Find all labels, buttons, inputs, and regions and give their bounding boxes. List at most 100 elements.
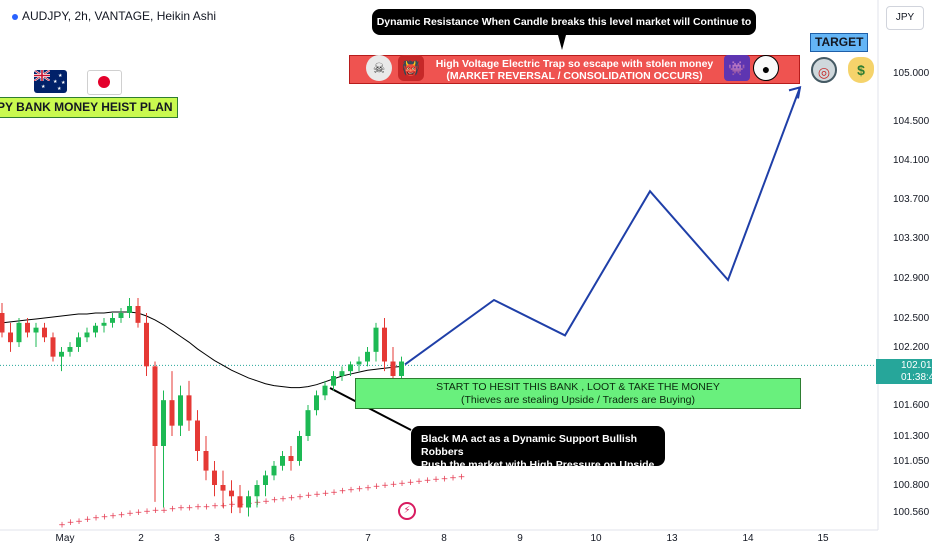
candle-body <box>16 322 22 343</box>
candle-countdown: 01:38:44 <box>901 372 932 383</box>
candle-body <box>50 337 56 357</box>
skull-icon: ☠ <box>366 55 392 81</box>
candle-body <box>288 456 294 461</box>
red-ma-marker: + <box>424 476 432 486</box>
y-tick-label: 101.600 <box>893 400 930 411</box>
y-tick-label: 102.900 <box>893 273 930 284</box>
candle-body <box>152 366 158 446</box>
y-tick-label: 101.300 <box>893 431 930 442</box>
candle-body <box>84 332 90 338</box>
red-ma-marker: + <box>75 517 83 527</box>
y-tick-label: 102.200 <box>893 342 930 353</box>
alien-icon: 👾 <box>724 55 750 81</box>
red-ma-marker: + <box>441 474 449 484</box>
red-ma-marker: + <box>296 492 304 502</box>
red-ma-marker: + <box>177 504 185 514</box>
plan-label: PY BANK MONEY HEIST PLAN <box>0 97 178 118</box>
red-ma-marker: + <box>364 483 372 493</box>
candle-body <box>169 400 175 426</box>
candle-body <box>118 313 124 318</box>
red-ma-marker: + <box>186 504 194 514</box>
start-line-2: (Thieves are stealing Upside / Traders a… <box>460 393 696 406</box>
candle-body <box>186 395 192 421</box>
x-tick-label: 7 <box>365 533 371 544</box>
candle-body <box>373 327 379 352</box>
candle-body <box>0 313 5 333</box>
candle-body <box>42 327 47 338</box>
money-bag-icon: $ <box>848 57 874 83</box>
symbol-header[interactable]: AUDJPY, 2h, VANTAGE, Heikin Ashi <box>12 9 216 23</box>
red-ma-marker: + <box>58 520 66 530</box>
red-ma-marker: + <box>458 472 466 482</box>
red-ma-marker: + <box>271 496 279 506</box>
red-ma-marker: + <box>152 506 160 516</box>
candle-body <box>322 385 328 396</box>
candle-body <box>33 327 39 333</box>
panda-icon: ● <box>753 55 779 81</box>
candle-body <box>399 361 404 376</box>
red-ma-marker: + <box>449 473 457 483</box>
candle-body <box>76 337 81 347</box>
red-ma-marker: + <box>381 481 389 491</box>
y-tick-label: 104.500 <box>893 116 930 127</box>
flash-icon[interactable]: ⚡ <box>398 502 416 520</box>
candle-body <box>280 456 285 466</box>
projection-arrowhead <box>788 86 802 99</box>
x-tick-label: 8 <box>441 533 447 544</box>
australia-flag-icon: ★ ★ ★ ★ ★ <box>34 70 67 93</box>
currency-tag[interactable]: JPY <box>886 6 924 30</box>
red-ma-marker: + <box>92 514 100 524</box>
current-price-value: 102.010 <box>901 360 932 371</box>
red-ma-marker: + <box>432 475 440 485</box>
candle-body <box>314 395 319 411</box>
red-ma-marker: + <box>415 477 423 487</box>
red-ma-marker: + <box>203 502 211 512</box>
candle-body <box>212 470 217 485</box>
candle-body <box>161 400 166 446</box>
red-ma-marker: + <box>109 511 117 521</box>
y-tick-label: 102.500 <box>893 313 930 324</box>
candle-body <box>144 322 149 367</box>
x-tick-label: 10 <box>590 533 602 544</box>
red-ma-marker: + <box>347 486 355 496</box>
candle-body <box>271 465 277 476</box>
dynamic-resistance-callout: Dynamic Resistance When Candle breaks th… <box>372 9 756 54</box>
candle-body <box>305 410 311 436</box>
red-ma-marker: + <box>169 505 177 515</box>
red-ma-marker: + <box>279 495 287 505</box>
candle-body <box>356 361 362 365</box>
callout-pointer-line <box>329 387 412 431</box>
candle-body <box>127 306 132 313</box>
x-tick-label: 13 <box>666 533 678 544</box>
y-tick-label: 100.800 <box>893 480 930 491</box>
red-ma-marker: + <box>356 484 364 494</box>
x-tick-label: 15 <box>817 533 829 544</box>
callout-pointer <box>558 35 566 50</box>
candle-body <box>67 347 73 352</box>
symbol-title: AUDJPY, 2h, VANTAGE, Heikin Ashi <box>22 9 217 23</box>
red-ma-marker: + <box>390 480 398 490</box>
candle-body <box>339 371 345 376</box>
candle-body <box>101 322 107 326</box>
x-tick-label: 6 <box>289 533 295 544</box>
red-ma-marker: + <box>339 487 347 497</box>
red-ma-marker: + <box>322 489 330 499</box>
candle-body <box>178 395 183 426</box>
red-ma-marker: + <box>118 510 126 520</box>
entry-zone-box: START TO HESIT THIS BANK , LOOT & TAKE T… <box>355 378 801 409</box>
red-ma-marker: + <box>313 490 321 500</box>
candle-body <box>331 376 336 386</box>
red-ma-marker: + <box>330 488 338 498</box>
y-tick-label: 104.100 <box>893 155 930 166</box>
y-tick-label: 103.700 <box>893 194 930 205</box>
red-ma-marker: + <box>262 497 270 507</box>
red-ma-marker: + <box>160 506 168 516</box>
candle-body <box>246 496 251 508</box>
candle-body <box>254 485 260 497</box>
current-price-tag: 102.010 01:38:44 <box>876 359 932 384</box>
red-ma-marker: + <box>373 482 381 492</box>
red-ma-marker: + <box>398 479 406 489</box>
red-ma-marker: + <box>143 507 151 517</box>
status-dot <box>12 13 18 20</box>
